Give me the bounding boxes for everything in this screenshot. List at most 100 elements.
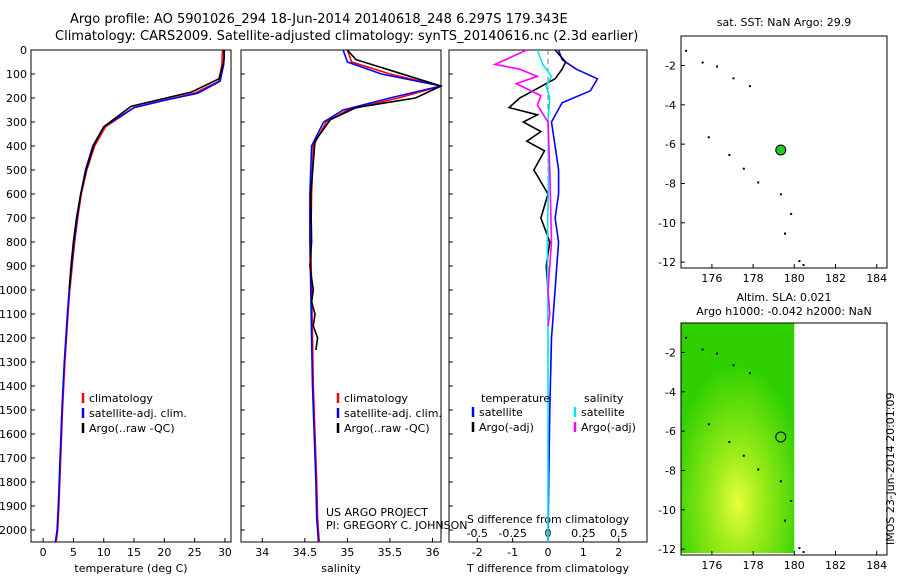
salinity-xtick-label: 34 — [255, 546, 269, 559]
temperature-ytick-label: 1900 — [0, 500, 27, 513]
sst-map-land-point — [798, 260, 801, 263]
legend-title-temperature: temperature — [481, 392, 550, 405]
sst-map-land-point — [784, 232, 786, 235]
sst-map-ytick-label: -10 — [658, 217, 676, 230]
sst-map-land-point — [707, 136, 710, 139]
temperature-ytick-label: 300 — [6, 116, 27, 129]
difference-legend-label: Argo(-adj) — [581, 421, 636, 434]
sla-map-ytick-label: -4 — [665, 386, 676, 399]
temperature-ytick-label: 1000 — [0, 284, 27, 297]
sla-map-frame — [680, 322, 888, 556]
temperature-ytick-label: 2000 — [0, 524, 27, 537]
sst-map-land-point — [716, 65, 719, 68]
sla-map-float-marker — [775, 431, 787, 443]
sla-map-xtick-label: 178 — [743, 559, 764, 572]
temperature-legend-label: climatology — [89, 392, 153, 405]
sla-map-land-point — [716, 352, 719, 355]
project-annotation: US ARGO PROJECT — [326, 506, 428, 519]
sla-map-xtick-label: 180 — [784, 559, 805, 572]
sla-map-land-point — [732, 364, 735, 367]
temperature-ytick-label: 0 — [20, 44, 27, 57]
temperature-ytick-label: 100 — [6, 68, 27, 81]
temperature-legend-label: Argo(..raw -QC) — [89, 422, 175, 435]
sst-map-xtick-label: 178 — [743, 272, 764, 285]
salinity-xlabel: salinity — [321, 562, 361, 575]
temperature-series-climatology — [55, 49, 224, 543]
salinity-series-satellite-adj-clim- — [309, 49, 442, 543]
temperature-ytick-label: 1600 — [0, 428, 27, 441]
salinity-legend-label: Argo(..raw -QC) — [344, 422, 430, 435]
temperature-ytick-label: 500 — [6, 164, 27, 177]
sst-map-land-point — [779, 193, 782, 196]
difference-legend-label: Argo(-adj) — [479, 421, 534, 434]
sst-map-land-point — [757, 181, 760, 184]
sst-map-xtick-label: 182 — [825, 272, 846, 285]
sst-map-land-point — [732, 77, 735, 80]
sst-map-float-marker — [775, 144, 787, 156]
salinity-xtick-label: 35 — [340, 546, 354, 559]
sla-map-land-point — [802, 551, 805, 554]
temperature-ytick-label: 700 — [6, 212, 27, 225]
sla-map-land-point — [701, 348, 704, 351]
sla-map-land-point — [748, 372, 751, 375]
temperature-xtick-label: 5 — [70, 546, 77, 559]
salinity-series-argo-raw-qc- — [309, 49, 444, 351]
salinity-xtick-label: 36 — [425, 546, 439, 559]
temperature-xtick-label: 15 — [127, 546, 141, 559]
temperature-ytick-label: 1500 — [0, 404, 27, 417]
difference-xtick-label: 0 — [545, 546, 552, 559]
sst-map-xtick-label: 184 — [866, 272, 887, 285]
sla-map-land-point — [779, 480, 782, 483]
temperature-xlabel: temperature (deg C) — [74, 562, 187, 575]
temperature-series-satellite-adj-clim- — [54, 49, 226, 543]
sla-map-land-point — [742, 454, 745, 457]
sst-map-xtick-label: 180 — [784, 272, 805, 285]
temperature-xtick-label: 10 — [97, 546, 111, 559]
difference-xtick-top-label: -0.25 — [498, 527, 526, 540]
difference-legend-label: satellite — [581, 406, 625, 419]
difference-xtick-label: 1 — [580, 546, 587, 559]
temperature-ytick-label: 1700 — [0, 452, 27, 465]
temperature-frame — [30, 49, 232, 543]
sst-map-land-point — [685, 49, 688, 52]
sst-map-frame — [680, 35, 888, 269]
sst-map-land-point — [790, 212, 793, 215]
sla-map-land-point — [757, 468, 760, 471]
sla-map-land-point — [728, 440, 731, 443]
sla-map-land-point — [784, 519, 786, 522]
sst-map-land-point — [742, 167, 745, 170]
sst-map-land-point — [748, 85, 751, 88]
temperature-ytick-label: 800 — [6, 236, 27, 249]
difference-series-temperature-satellite — [547, 49, 599, 543]
temperature-ytick-label: 1800 — [0, 476, 27, 489]
sst-map-ytick-label: -12 — [658, 256, 676, 269]
figure-title-line1: Argo profile: AO 5901026_294 18-Jun-2014… — [70, 12, 568, 27]
sla-map-ytick-label: -6 — [665, 425, 676, 438]
sst-map-title: sat. SST: NaN Argo: 29.9 — [717, 16, 851, 29]
difference-xlabel: T difference from climatology — [466, 562, 629, 575]
figure-title-line2: Climatology: CARS2009. Satellite-adjuste… — [55, 29, 639, 44]
legend-title-salinity: salinity — [584, 392, 624, 405]
temperature-ytick-label: 400 — [6, 140, 27, 153]
pi-annotation: PI: GREGORY C. JOHNSON — [326, 519, 467, 532]
imos-timestamp: IMOS 23-Jun-2014 20:01:09 — [884, 392, 897, 545]
salinity-xtick-label: 34.5 — [293, 546, 318, 559]
temperature-xtick-label: 0 — [40, 546, 47, 559]
sst-map-ytick-label: -2 — [665, 59, 676, 72]
sla-map-xtick-label: 184 — [866, 559, 887, 572]
sst-map-land-point — [701, 61, 704, 64]
difference-xtick-top-label: 0.25 — [571, 527, 596, 540]
sst-map-ytick-label: -8 — [665, 177, 676, 190]
temperature-ytick-label: 1400 — [0, 380, 27, 393]
sst-map-ytick-label: -6 — [665, 138, 676, 151]
temperature-ytick-label: 600 — [6, 188, 27, 201]
sst-map-land-point — [728, 153, 731, 156]
sla-map-ytick-label: -2 — [665, 346, 676, 359]
difference-xtick-label: -1 — [507, 546, 518, 559]
sla-map-land-point — [790, 499, 793, 502]
sla-map-ytick-label: -10 — [658, 504, 676, 517]
salinity-xtick-label: 35.5 — [378, 546, 403, 559]
temperature-ytick-label: 900 — [6, 260, 27, 273]
difference-xtick-top-label: 0.5 — [610, 527, 628, 540]
